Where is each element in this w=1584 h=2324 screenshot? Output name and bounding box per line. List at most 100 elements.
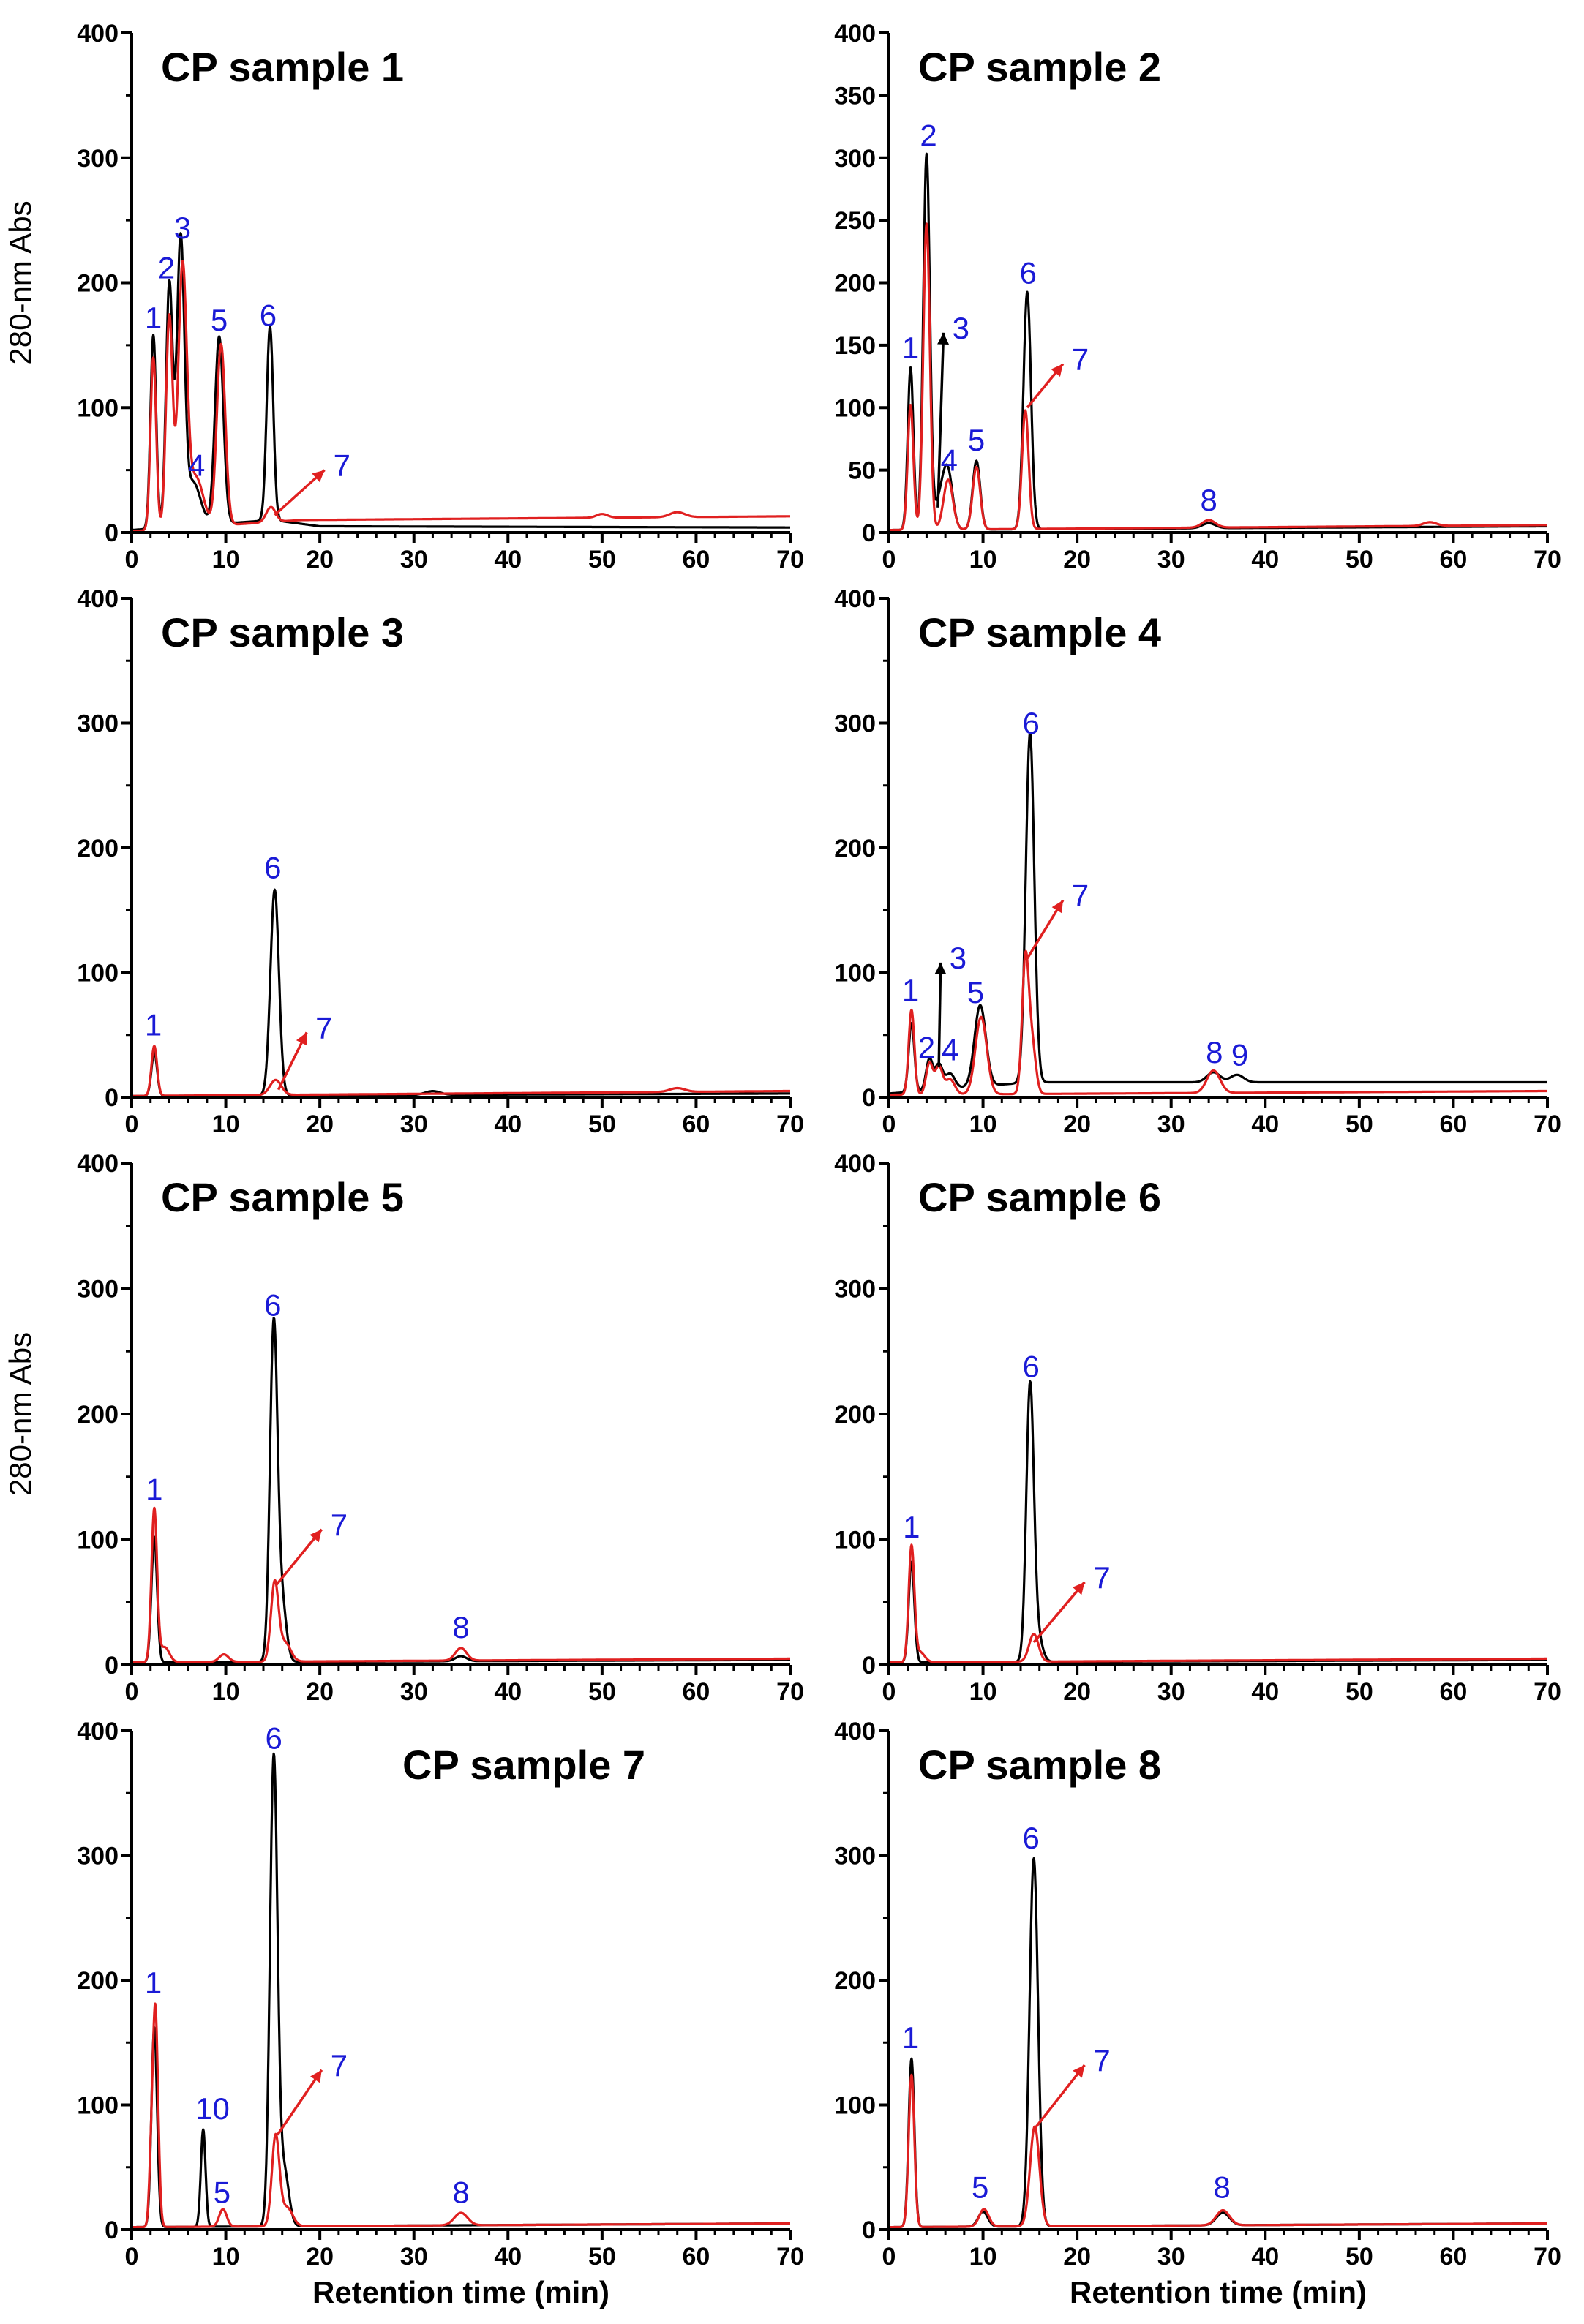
y-tick-label: 400 [77,20,119,48]
peak-label: 1 [145,1008,162,1042]
y-tick-label: 0 [862,1084,876,1112]
x-tick-label: 70 [776,1110,804,1138]
x-tick-label: 20 [306,2243,334,2271]
x-tick-label: 70 [1534,1110,1561,1138]
peak-label: 7 [1093,2043,1110,2077]
peak-label: 10 [195,2091,230,2126]
x-tick-label: 20 [306,546,334,574]
x-tick-label: 30 [400,1678,428,1706]
y-tick-label: 0 [862,1652,876,1680]
y-tick-label: 150 [834,332,876,360]
peak-arrow [276,2069,323,2136]
y-tick-label: 400 [834,1150,876,1178]
y-tick-label: 300 [834,1276,876,1304]
peak-label: 3 [953,311,969,345]
x-tick-label: 10 [212,1678,240,1706]
y-axis-label: 280-nm Abs [3,1332,37,1496]
x-tick-label: 60 [683,1110,710,1138]
y-tick-label: 100 [834,960,876,988]
chart-title: CP sample 8 [918,1742,1161,1788]
chart-title: CP sample 4 [918,609,1161,655]
peak-label: 6 [1022,1821,1039,1855]
red-trace [888,949,1548,1097]
x-tick-label: 30 [400,546,428,574]
y-tick-label: 400 [834,20,876,48]
x-tick-label: 30 [1157,546,1185,574]
x-tick-label: 40 [494,2243,522,2271]
arrow-head [309,1529,322,1543]
x-tick-label: 40 [1251,1110,1279,1138]
chart-title: CP sample 7 [402,1742,645,1788]
x-tick-label: 60 [1440,1110,1468,1138]
y-tick-label: 200 [77,835,119,862]
x-tick-label: 50 [588,1110,616,1138]
peak-label: 3 [950,941,966,975]
peak-label: 6 [260,298,277,332]
x-tick-label: 50 [588,1678,616,1706]
arrow-head [934,962,947,975]
peak-label: 7 [331,2048,348,2083]
x-tick-label: 0 [882,1110,896,1138]
y-tick-label: 200 [834,270,876,298]
y-tick-label: 300 [77,145,119,173]
peak-label: 8 [452,1610,469,1644]
x-tick-label: 30 [1157,1110,1185,1138]
x-tick-label: 0 [125,1678,139,1706]
y-tick-label: 0 [862,2216,876,2244]
x-tick-label: 0 [882,2243,896,2271]
chart-panel-6: 0 100 200 300 400 0 10 20 30 40 50 60 70 CP sample 6 1… [834,1150,1561,1706]
x-tick-label: 50 [1345,1678,1373,1706]
y-tick-label: 100 [77,2092,119,2120]
x-tick-label: 50 [1345,1110,1373,1138]
x-tick-label: 30 [400,2243,428,2271]
y-axis-label: 280-nm Abs [3,200,37,364]
y-tick-label: 200 [834,835,876,862]
peak-label: 7 [331,1508,348,1542]
arrow-head [937,332,950,345]
red-trace [131,2002,791,2229]
arrow-head [1051,364,1063,377]
x-tick-label: 70 [1534,2243,1561,2271]
x-tick-label: 70 [776,546,804,574]
x-tick-label: 70 [776,1678,804,1706]
red-trace [888,2073,1548,2229]
red-trace [131,260,791,533]
chart-panel-1: 0 100 200 300 400 0 10 20 30 40 50 60 70 CP sample 1 2… [3,20,804,574]
x-tick-label: 40 [494,1678,522,1706]
chart-title: CP sample 1 [161,44,404,90]
y-tick-label: 0 [105,519,119,547]
red-trace [131,1045,791,1097]
peak-label: 7 [334,448,350,483]
chart-title: CP sample 5 [161,1174,404,1220]
x-tick-label: 40 [494,1110,522,1138]
y-tick-label: 0 [105,2216,119,2244]
y-tick-label: 100 [77,960,119,988]
y-tick-label: 300 [77,710,119,738]
x-tick-label: 0 [125,2243,139,2271]
peak-label: 6 [264,851,281,885]
peak-label: 2 [920,119,936,153]
y-tick-label: 400 [834,1718,876,1745]
red-trace [131,1506,791,1664]
peak-label: 1 [902,973,919,1007]
peak-label: 8 [1200,483,1217,517]
peak-label: 1 [902,2020,919,2055]
y-tick-label: 200 [77,270,119,298]
black-trace [131,232,791,532]
x-tick-label: 60 [1440,1678,1468,1706]
y-tick-label: 300 [77,1276,119,1304]
x-tick-label: 60 [683,2243,710,2271]
x-tick-label: 20 [1063,1678,1091,1706]
chart-panel-5: 0 100 200 300 400 0 10 20 30 40 50 60 70 CP sample 5 2… [3,1150,804,1706]
peak-label: 8 [1206,1035,1223,1069]
chart-panel-8: 0 100 200 300 400 0 10 20 30 40 50 60 70 CP sample 8 R… [834,1718,1561,2309]
x-tick-label: 60 [683,546,710,574]
peak-label: 5 [972,2170,988,2204]
chart-title: CP sample 2 [918,44,1161,90]
peak-arrow [937,962,942,1068]
x-tick-label: 40 [494,546,522,574]
x-tick-label: 70 [1534,546,1561,574]
peak-label: 4 [941,443,958,477]
x-tick-label: 60 [683,1678,710,1706]
